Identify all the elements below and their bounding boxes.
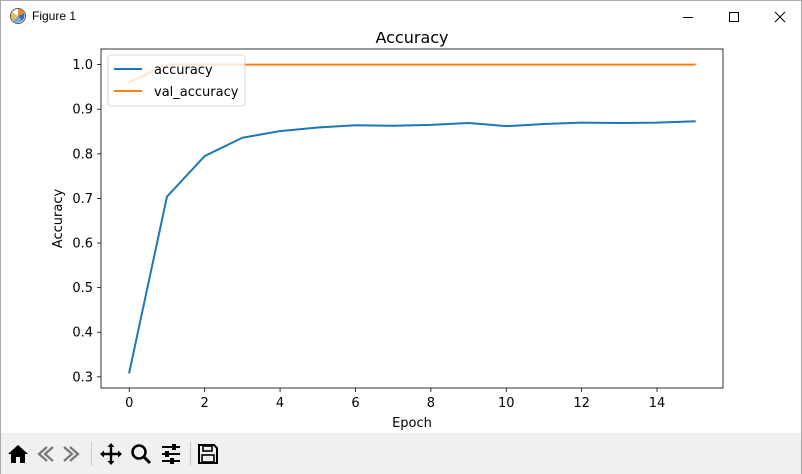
title-bar[interactable]: Figure 1	[1, 1, 801, 32]
minimize-button[interactable]	[665, 1, 711, 32]
home-button[interactable]	[5, 441, 31, 467]
y-tick-label: 0.3	[72, 370, 93, 385]
toolbar-separator	[91, 442, 92, 466]
y-tick-label: 0.9	[72, 103, 93, 118]
figure-canvas[interactable]: Accuracy 0 2 4 6 8 10 12 14 0.3 0.4 0.5 0.6 0.7 0.8 0.9…	[1, 32, 801, 432]
axes-frame	[100, 48, 724, 389]
back-icon	[37, 446, 54, 462]
x-tick-label: 6	[351, 396, 359, 411]
x-tick-label: 12	[573, 396, 590, 411]
legend-label-accuracy: accuracy	[154, 63, 213, 78]
accuracy-chart: Accuracy 0 2 4 6 8 10 12 14 0.3 0.4 0.5 0.6 0.7 0.8 0.9…	[51, 32, 724, 431]
pan-button[interactable]	[98, 441, 124, 467]
zoom-icon	[131, 444, 152, 465]
maximize-button[interactable]	[711, 1, 757, 32]
series-line-accuracy	[128, 120, 696, 374]
configure-subplots-button[interactable]	[158, 441, 184, 467]
configure-subplots-icon	[162, 444, 180, 464]
x-tick-label: 2	[201, 396, 209, 411]
forward-button[interactable]	[59, 441, 85, 467]
x-tick-label: 0	[125, 396, 133, 411]
zoom-button[interactable]	[128, 441, 154, 467]
y-tick-label: 1.0	[72, 58, 93, 73]
home-icon	[8, 445, 28, 463]
pan-icon	[100, 443, 122, 465]
y-tick-label: 0.7	[72, 192, 93, 207]
close-button[interactable]	[757, 1, 802, 32]
legend-label-val_accuracy: val_accuracy	[154, 85, 239, 100]
y-axis-label: Accuracy	[51, 189, 66, 249]
x-tick-label: 10	[498, 396, 515, 411]
x-tick-label: 14	[649, 396, 666, 411]
minimize-icon	[683, 16, 693, 18]
chart-title: Accuracy	[375, 32, 448, 47]
y-tick-label: 0.6	[72, 237, 93, 252]
maximize-icon	[729, 11, 739, 22]
x-tick-label: 4	[276, 396, 284, 411]
window-title: Figure 1	[32, 9, 77, 23]
y-tick-label: 0.5	[72, 281, 93, 296]
back-button[interactable]	[32, 441, 58, 467]
toolbar-separator	[190, 442, 191, 466]
close-icon	[774, 11, 786, 22]
save-icon	[198, 444, 218, 464]
navigation-toolbar	[1, 433, 801, 474]
save-button[interactable]	[195, 441, 221, 467]
y-tick-label: 0.8	[72, 147, 93, 162]
matplotlib-icon	[10, 8, 26, 24]
y-tick-label: 0.4	[72, 326, 93, 341]
x-tick-label: 8	[427, 396, 435, 411]
legend-box	[107, 54, 246, 107]
forward-icon	[63, 446, 80, 462]
x-axis-label: Epoch	[392, 416, 432, 431]
